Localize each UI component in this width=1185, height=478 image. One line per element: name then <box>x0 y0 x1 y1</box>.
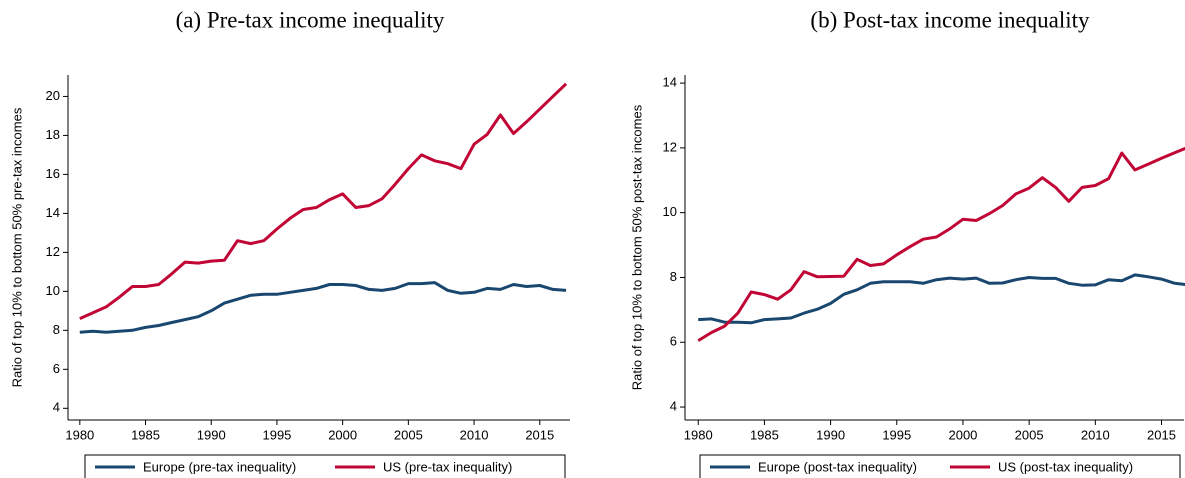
x-tick-label: 1995 <box>882 427 911 442</box>
y-tick-label: 18 <box>46 127 60 142</box>
y-tick-label: 14 <box>46 205 60 220</box>
chart-title: (b) Post-tax income inequality <box>810 7 1090 32</box>
y-axis-label: Ratio of top 10% to bottom 50% pre-tax i… <box>9 107 24 387</box>
x-tick-label: 1995 <box>262 427 291 442</box>
y-tick-label: 12 <box>46 244 60 259</box>
y-tick-label: 10 <box>46 283 60 298</box>
x-tick-label: 2005 <box>1015 427 1044 442</box>
x-tick-label: 2010 <box>460 427 489 442</box>
legend-box <box>84 454 566 478</box>
series-line <box>697 146 1185 342</box>
chart-title: (a) Pre-tax income inequality <box>176 7 445 32</box>
y-tick-label: 4 <box>53 400 60 415</box>
x-tick-label: 2015 <box>525 427 554 442</box>
y-tick-label: 6 <box>53 361 60 376</box>
x-tick-label: 1985 <box>131 427 160 442</box>
x-tick-label: 2010 <box>1081 427 1110 442</box>
x-tick-label: 1990 <box>197 427 226 442</box>
y-tick-label: 14 <box>663 75 677 90</box>
y-tick-label: 20 <box>46 88 60 103</box>
y-tick-label: 6 <box>670 334 677 349</box>
x-tick-label: 2000 <box>328 427 357 442</box>
y-tick-label: 8 <box>670 269 677 284</box>
y-tick-label: 4 <box>670 398 677 413</box>
y-tick-label: 12 <box>663 139 677 154</box>
x-tick-label: 1980 <box>65 427 94 442</box>
legend-label: Europe (post-tax inequality) <box>758 459 917 474</box>
y-tick-label: 10 <box>663 204 677 219</box>
y-tick-label: 8 <box>53 322 60 337</box>
x-tick-label: 2015 <box>1147 427 1176 442</box>
legend-label: Europe (pre-tax inequality) <box>143 459 296 474</box>
x-tick-label: 2000 <box>948 427 977 442</box>
series-line <box>698 273 1185 325</box>
y-axis-label: Ratio of top 10% to bottom 50% post-tax … <box>629 104 644 390</box>
x-tick-label: 2005 <box>394 427 423 442</box>
y-tick-label: 16 <box>46 166 60 181</box>
legend-label: US (post-tax inequality) <box>998 459 1133 474</box>
x-tick-label: 1985 <box>750 427 779 442</box>
legend-label: US (pre-tax inequality) <box>383 459 512 474</box>
x-tick-label: 1990 <box>816 427 845 442</box>
x-tick-label: 1980 <box>684 427 713 442</box>
series-line <box>79 281 567 334</box>
legend-box <box>699 454 1181 478</box>
series-line <box>79 82 568 320</box>
